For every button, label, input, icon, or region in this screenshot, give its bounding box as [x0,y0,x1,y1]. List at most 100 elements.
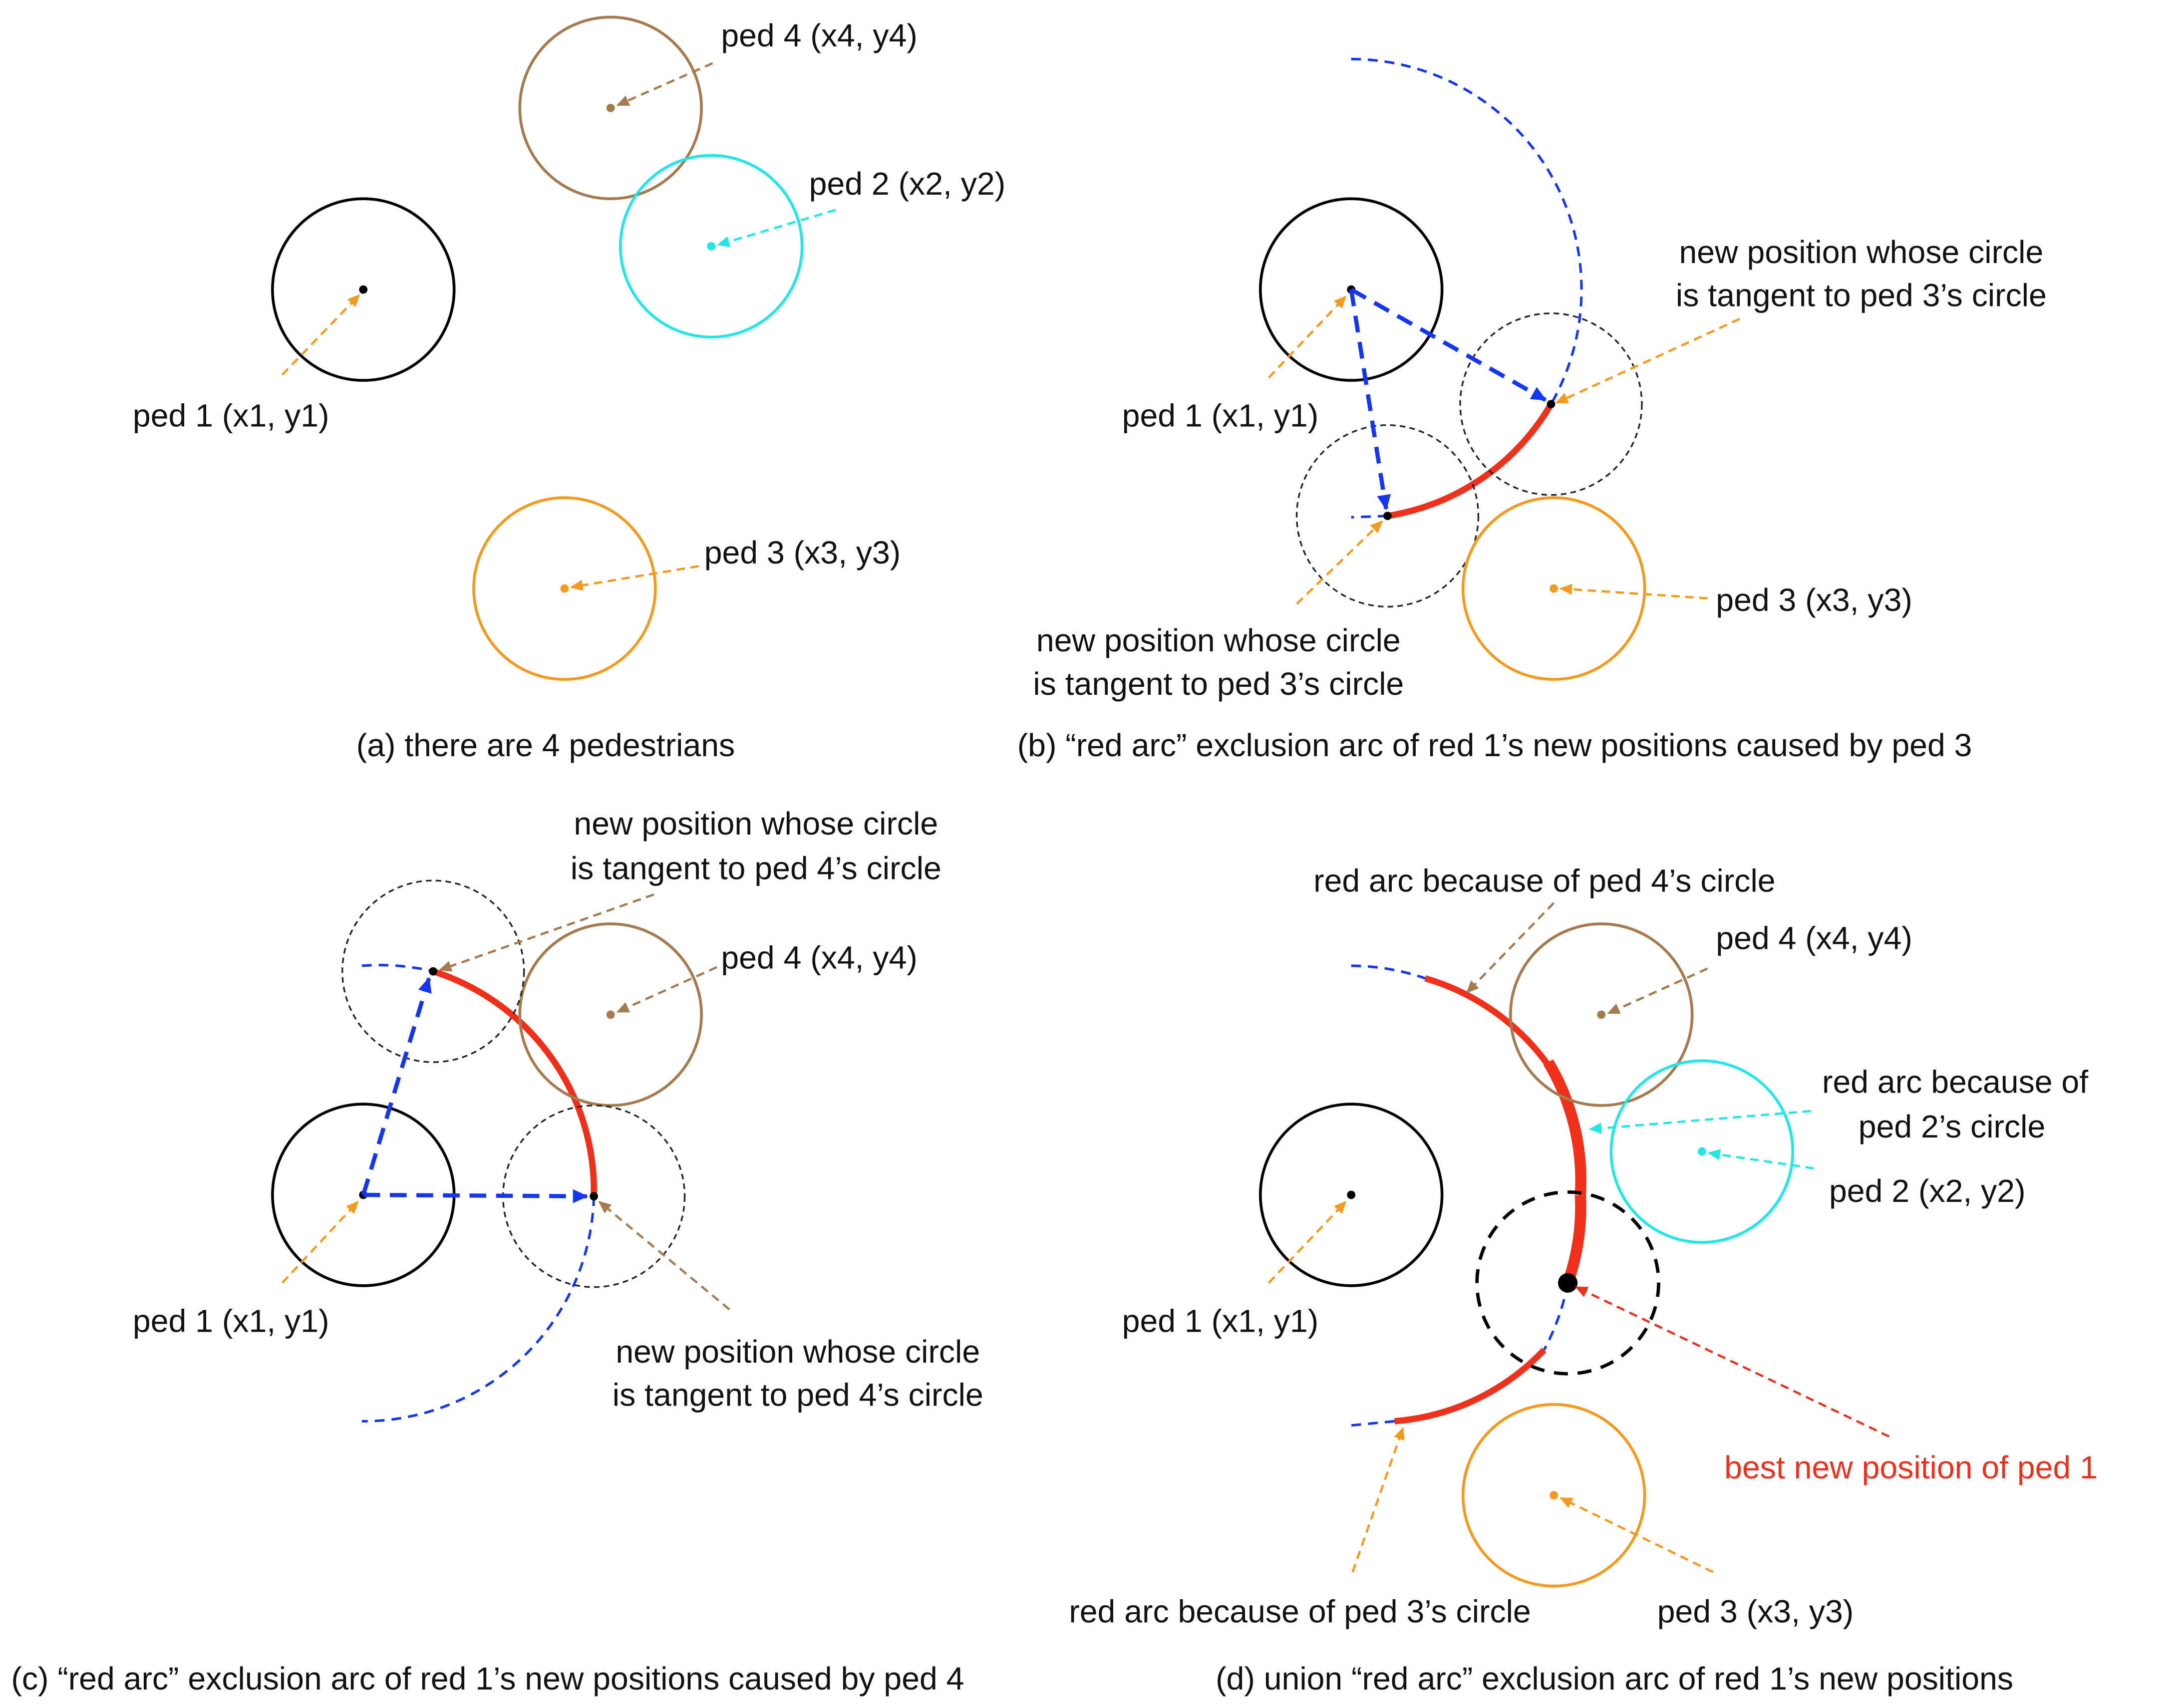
ped2-center [707,242,716,251]
displacement-arrow-lower [1349,289,1391,511]
ped2-leader-arrow [1707,1149,1814,1170]
ped4-circle [1509,922,1694,1107]
best-position-dot [1558,1273,1578,1293]
candidate-arc-top [361,964,434,973]
ped2-circle [619,154,804,339]
ped4-leader-arrow [616,62,713,106]
displacement-arrow-right [363,1189,589,1203]
ped3-leader-arrow [570,565,699,591]
arc-ped2-line2: ped 2’s circle [1859,1109,2045,1144]
ped1-leader-arrow [281,294,360,376]
candidate-arc-top [1351,964,1426,980]
arc-ped4-leader-arrow [1466,902,1555,994]
caption-a: (a) there are 4 pedestrians [356,727,735,763]
ped4-label: ped 4 (x4, y4) [1716,920,1912,956]
panel-c: ped 1 (x1, y1) ped 4 (x4, y4) new positi… [11,806,983,1697]
tangent-upper-leader-arrow [1555,317,1740,404]
ped3-circle [1461,496,1646,681]
ped1-leader-arrow [1267,1200,1347,1284]
ped1-center [1347,1190,1356,1199]
best-position-leader-arrow [1574,1286,1890,1438]
ped1-leader-arrow [281,1200,359,1284]
ped4-center [606,1010,615,1019]
arc-ped3-label: red arc because of ped 3’s circle [1069,1594,1531,1630]
caption-b: (b) “red arc” exclusion arc of red 1’s n… [1017,727,1972,763]
best-position-label: best new position of ped 1 [1724,1449,2098,1485]
tangent-upper-line2: is tangent to ped 4’s circle [571,850,941,886]
ped1-leader-arrow [1267,295,1347,379]
ped4-leader-arrow [616,966,717,1013]
candidate-arc-bottom [1351,1420,1395,1427]
candidate-arc-tail [1351,515,1388,519]
red-arc-ped2-lower [1562,1194,1586,1285]
ped1-label: ped 1 (x1, y1) [1122,397,1319,433]
ped2-label: ped 2 (x2, y2) [1829,1173,2026,1209]
red-arc-ped4 [1424,975,1554,1071]
tangent-lower-leader-arrow [1296,520,1383,605]
tangent-point-right [590,1192,599,1201]
arc-ped4-label: red arc because of ped 4’s circle [1313,863,1775,899]
ped3-label: ped 3 (x3, y3) [1716,582,1912,618]
tangent-lower-line2: is tangent to ped 4’s circle [613,1377,983,1413]
ped3-circle [1461,1403,1646,1588]
ped3-leader-arrow [1559,583,1708,599]
ped1-circle [1258,197,1444,382]
ped1-label: ped 1 (x1, y1) [133,397,329,433]
tangent-point-upper [1547,400,1556,409]
arc-ped2-leader-arrow [1588,1110,1811,1134]
best-position-circle [1475,1190,1660,1376]
ped2-label: ped 2 (x2, y2) [809,166,1006,202]
tangent-upper-line1: new position whose circle [574,806,938,842]
candidate-arc [1351,57,1583,405]
tangent-lower-line1: new position whose circle [1036,622,1401,658]
candidate-arc-mid [1543,1282,1569,1351]
red-exclusion-arc [432,968,597,1196]
ped1-circle [271,197,456,382]
arc-ped3-leader-arrow [1351,1426,1405,1573]
ped4-circle [518,922,703,1107]
caption-c: (c) “red arc” exclusion arc of red 1’s n… [11,1661,964,1697]
ped1-circle [1258,1103,1444,1287]
ped3-label: ped 3 (x3, y3) [704,535,901,570]
red-exclusion-arc [1387,402,1554,519]
tangent-upper-leader-arrow [439,893,654,972]
displacement-arrow-upper [1350,287,1547,402]
tangent-upper-line2: is tangent to ped 3’s circle [1676,278,2047,313]
tangent-circle-lower [1295,424,1480,608]
arc-ped2-line1: red arc because of [1822,1064,2088,1100]
panel-b: ped 1 (x1, y1) ped 3 (x3, y3) new positi… [1017,57,2047,763]
displacement-arrow-upper [361,977,432,1196]
ped4-label: ped 4 (x4, y4) [721,940,918,976]
caption-d: (d) union “red arc” exclusion arc of red… [1216,1661,2013,1697]
ped4-label: ped 4 (x4, y4) [721,17,918,53]
ped4-leader-arrow [1607,967,1708,1015]
ped2-center [1697,1147,1706,1156]
ped3-label: ped 3 (x3, y3) [1657,1594,1854,1630]
tangent-point-upper [429,967,438,976]
ped3-center [1550,584,1559,593]
ped3-circle [472,496,657,681]
ped3-center [560,584,569,593]
candidate-arc-bottom [361,1196,596,1423]
tangent-circle-upper [1459,312,1643,496]
ped3-leader-arrow [1560,1497,1714,1573]
ped4-center [606,103,615,112]
ped2-leader-arrow [717,209,836,247]
tangent-lower-line2: is tangent to ped 3’s circle [1033,666,1404,702]
red-arc-ped3 [1394,1348,1547,1424]
panel-a: ped 1 (x1, y1) ped 4 (x4, y4) ped 2 (x2,… [133,15,1006,763]
panel-d: red arc because of ped 4’s circle ped 4 … [1069,863,2098,1697]
ped1-label: ped 1 (x1, y1) [133,1303,329,1339]
tangent-lower-leader-arrow [598,1201,730,1311]
red-arc-ped2 [1543,1059,1586,1195]
ped4-center [1597,1010,1606,1019]
tangent-lower-line1: new position whose circle [616,1334,980,1370]
ped4-circle [518,15,703,201]
ped1-center [359,285,368,294]
tangent-circle-upper [341,879,525,1063]
ped1-label: ped 1 (x1, y1) [1122,1303,1319,1339]
ped2-circle [1609,1059,1795,1244]
tangent-upper-line1: new position whose circle [1679,234,2044,270]
ped3-center [1550,1491,1559,1500]
